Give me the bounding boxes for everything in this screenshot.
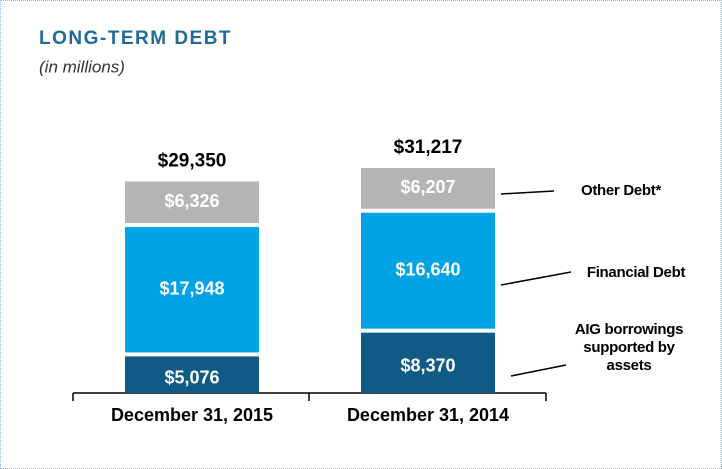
legend-label: Financial Debt (586, 264, 686, 281)
total-label: $29,350 (158, 150, 227, 171)
value-label: $8,370 (400, 356, 455, 376)
legend-connector (510, 364, 567, 377)
legend-connector (500, 190, 555, 195)
bar-segment (361, 168, 495, 209)
value-label: $6,326 (164, 191, 219, 211)
legend-label: Other Debt* (580, 182, 662, 199)
value-label: $16,640 (395, 259, 460, 279)
bar-segment (125, 227, 259, 353)
legend-label: AIG borrowings supported by assets (574, 321, 684, 374)
total-label: $31,217 (394, 137, 463, 158)
bar-segment (125, 181, 259, 224)
x-tick-label: December 31, 2014 (347, 405, 509, 425)
value-label: $6,207 (400, 177, 455, 197)
bar-segment (361, 332, 495, 393)
bar-segment (361, 212, 495, 329)
chart-subtitle: (in millions) (39, 57, 125, 76)
value-label: $17,948 (159, 278, 224, 298)
value-label: $5,076 (164, 367, 219, 387)
chart-title: LONG-TERM DEBT (39, 28, 232, 49)
bar-segment (125, 356, 259, 393)
x-tick-label: December 31, 2015 (111, 405, 273, 425)
legend-connector (500, 271, 572, 286)
